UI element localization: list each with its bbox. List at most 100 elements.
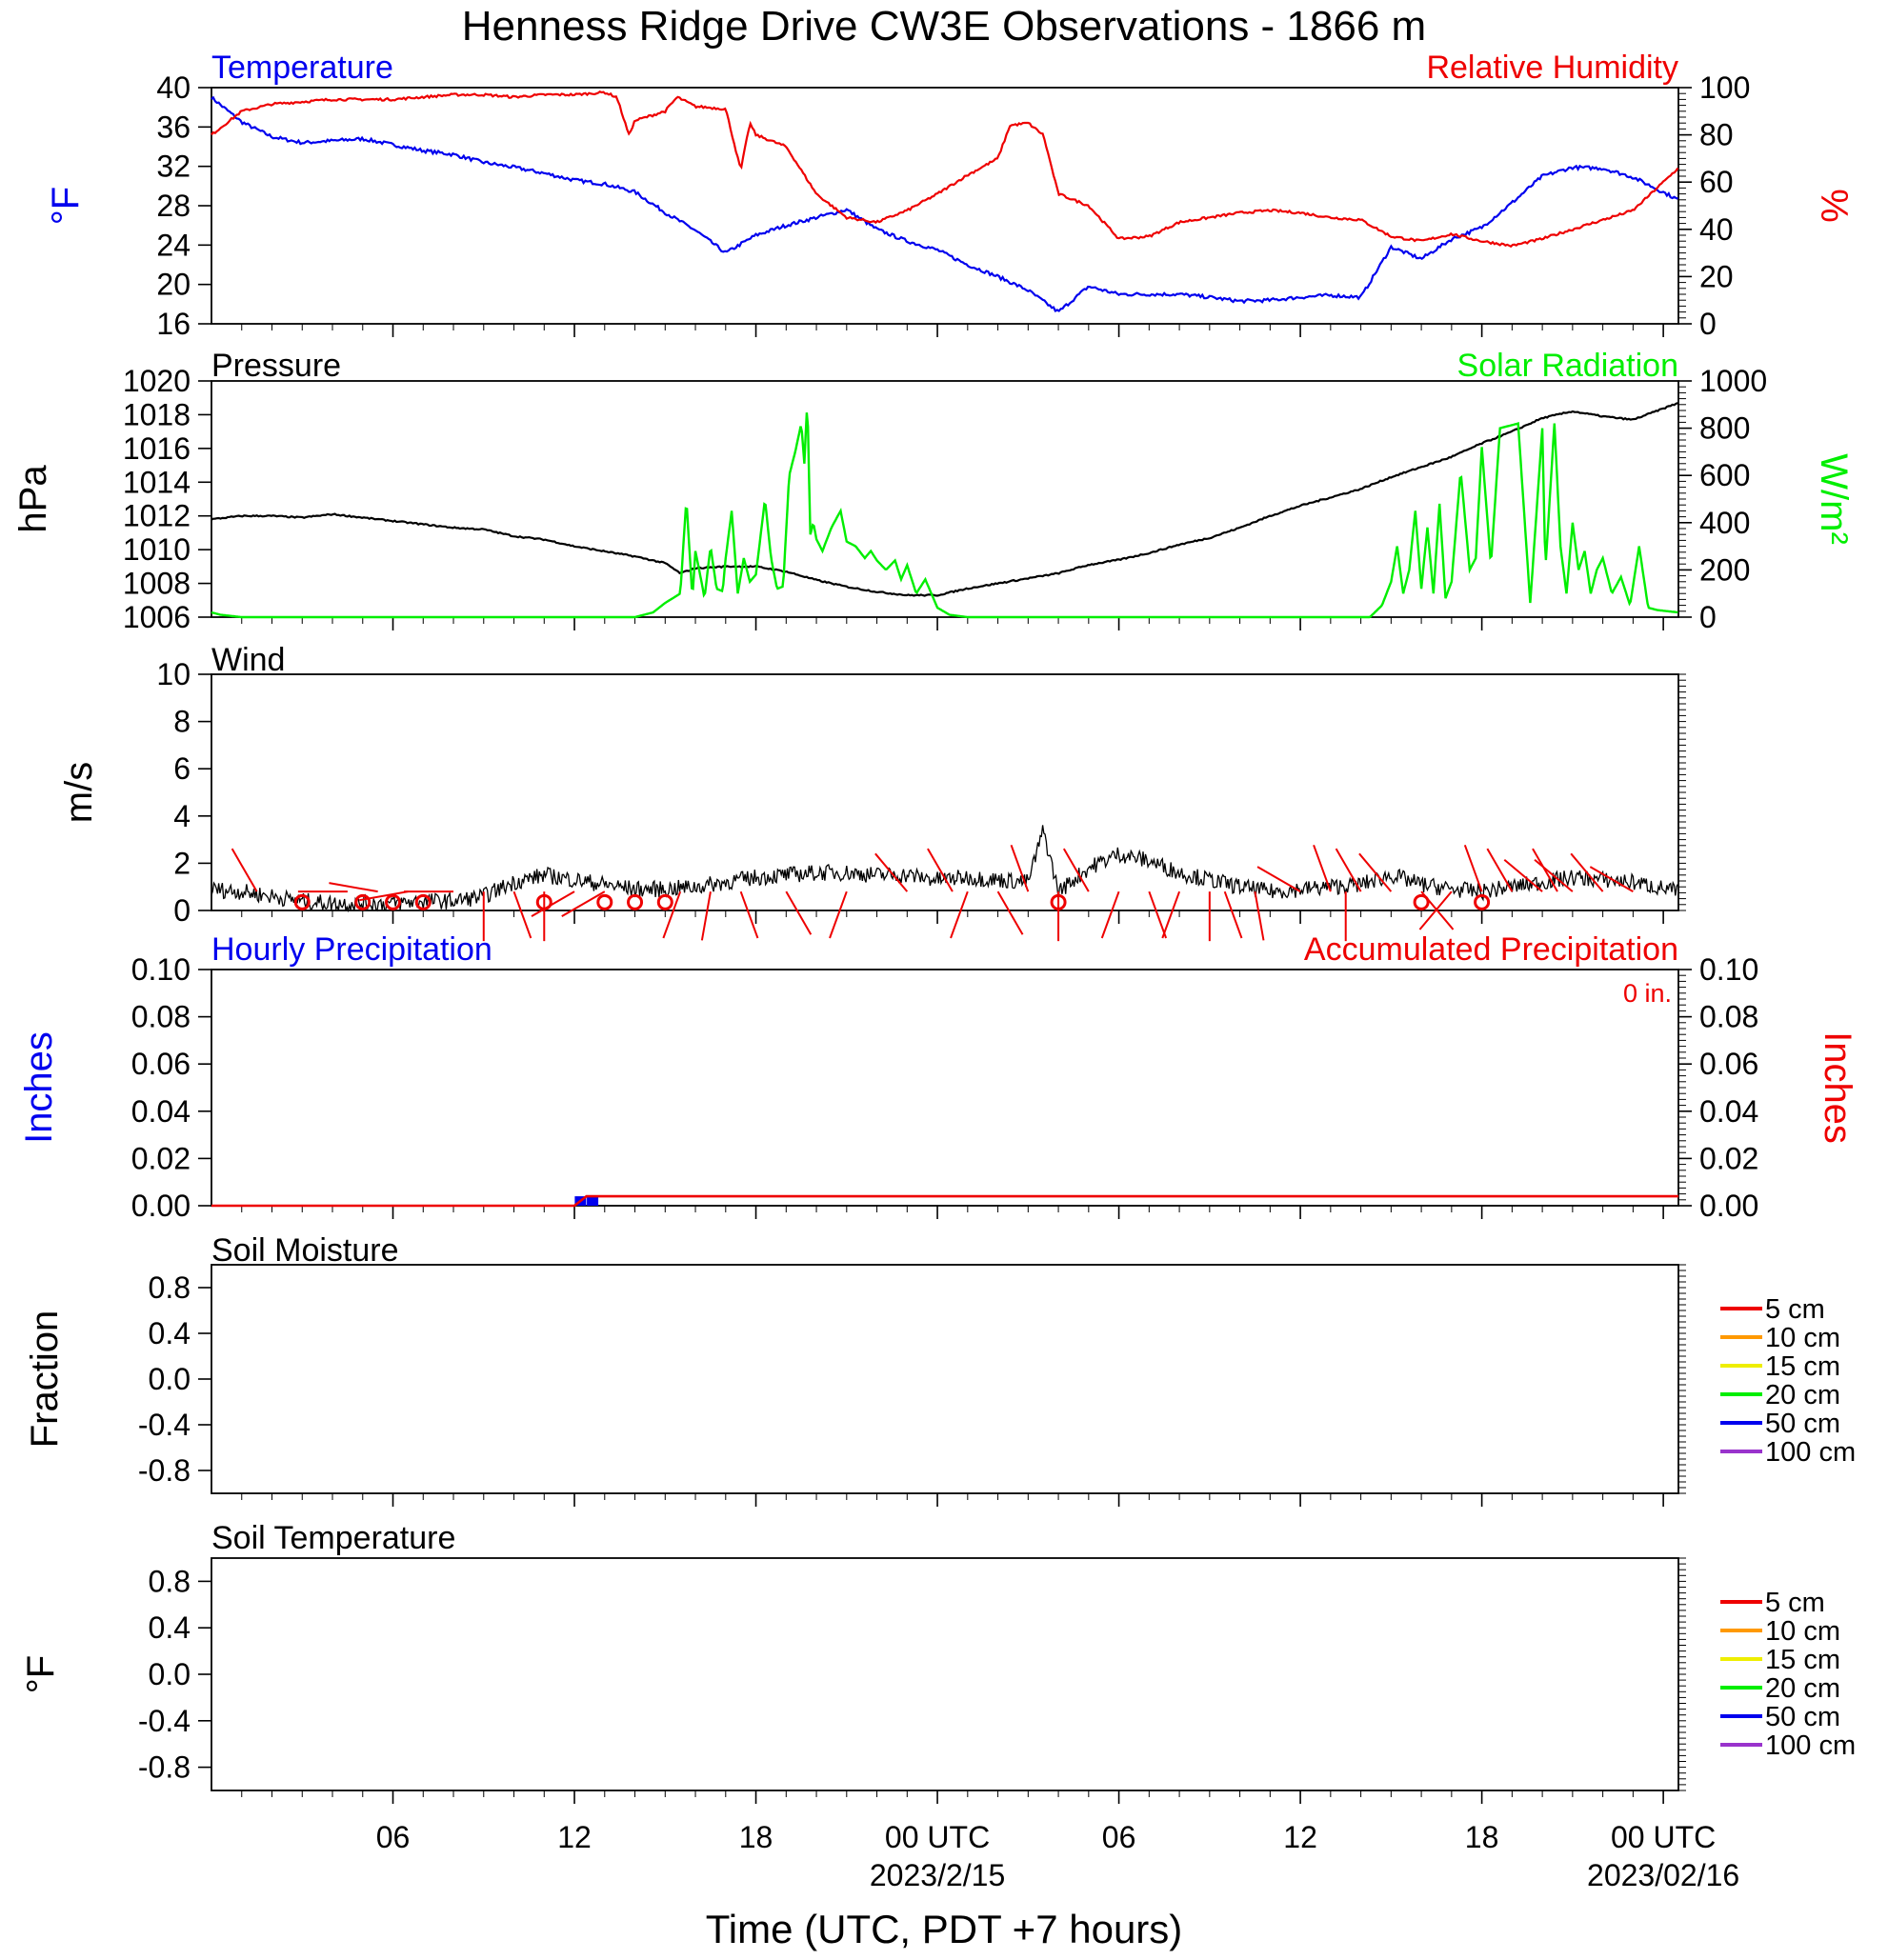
soil-moisture-unit: Fraction [24, 1310, 66, 1449]
calm-wind-marker [596, 893, 613, 910]
wind-panel: Wind m/s 0 2 4 6 8 10 [58, 642, 1686, 942]
wind-direction-barb [1313, 844, 1332, 892]
legend-label: 15 cm [1765, 1351, 1840, 1382]
y-tick-label-right: 600 [1699, 458, 1750, 492]
wind-direction-barb [1358, 852, 1393, 892]
y-tick-label-left: 0.4 [149, 1610, 191, 1645]
y-tick-label-right: 60 [1699, 165, 1734, 199]
solar-title: Solar Radiation [1457, 348, 1678, 384]
wind-direction-barb [1254, 890, 1265, 941]
y-tick-label-left: 1012 [123, 499, 191, 533]
wind-direction-barb [1100, 890, 1120, 939]
wind-direction-barb [1570, 852, 1604, 892]
hourly-precip-bar [587, 1196, 599, 1206]
wind-direction-barb [927, 848, 954, 892]
wind-axis-ticks: 0 2 4 6 8 10 [156, 657, 1686, 928]
y-tick-label-left: 1008 [123, 567, 191, 601]
soil-moisture-panel: Soil Moisture Fraction -0.8 -0.4 0.0 0.4 0.8… [24, 1232, 1856, 1507]
y-tick-label-left: 10 [156, 657, 191, 691]
wind-direction-barb [785, 890, 813, 935]
y-tick-label-left: 0.10 [131, 952, 191, 987]
wind-direction-barb [996, 890, 1024, 935]
soil-temperature-plot-frame [211, 1557, 1679, 1791]
calm-wind-marker [535, 893, 552, 910]
humidity-line [211, 90, 1679, 249]
y-tick-label-right: 0.04 [1699, 1094, 1758, 1129]
x-tick-label: 18 [739, 1820, 773, 1854]
calm-wind-marker [627, 893, 644, 910]
temperature-title: Temperature [211, 50, 393, 86]
soil-temperature-panel: Soil Temperature °F -0.8 -0.4 0.0 0.4 0.8 5 … [20, 1520, 1856, 1804]
wind-direction-barb [561, 890, 606, 918]
precip-total-label: 0 in. [1623, 979, 1672, 1008]
y-tick-label-left: 0.00 [131, 1189, 191, 1223]
x-date-label: 2023/02/16 [1587, 1858, 1739, 1892]
x-tick-label: 00 UTC [885, 1820, 990, 1854]
legend-label: 5 cm [1765, 1294, 1825, 1325]
calm-wind-marker [293, 893, 311, 910]
wind-direction-barb [950, 890, 969, 939]
precipitation-plot-frame [211, 969, 1679, 1207]
wind-direction-barb [1010, 844, 1030, 892]
y-tick-label-right: 0.02 [1699, 1141, 1758, 1175]
y-tick-label-right: 0.10 [1699, 952, 1758, 987]
y-tick-label-left: -0.4 [138, 1704, 191, 1738]
legend-label: 20 cm [1765, 1673, 1840, 1704]
wind-direction-barb [1589, 866, 1634, 893]
soil-moisture-plot-frame [211, 1264, 1679, 1494]
solar-unit: W/m² [1813, 453, 1855, 545]
wind-direction-barb [1486, 848, 1514, 892]
precipitation-axis-ticks: 0.00 0.02 0.04 0.06 0.08 0.10 0.00 0.02 0.04 0.06… [131, 952, 1759, 1223]
wind-direction-barb [512, 890, 532, 939]
precipitation-series-layer [211, 1194, 1678, 1208]
y-tick-label-right: 0.06 [1699, 1047, 1758, 1081]
time-axis: 06 12 18 00 UTC 06 12 18 00 UTC 2023/2/15 2023/02… [376, 1820, 1739, 1892]
time-axis-title: Time (UTC, PDT +7 hours) [706, 1907, 1183, 1951]
wind-direction-barb [700, 890, 712, 941]
accum-precip-title: Accumulated Precipitation [1304, 931, 1678, 968]
calm-wind-marker [354, 893, 372, 910]
y-tick-label-left: 1014 [123, 465, 191, 499]
wind-direction-barb [1256, 866, 1301, 893]
humidity-title: Relative Humidity [1426, 50, 1678, 86]
wind-direction-barb [1161, 890, 1181, 939]
soil-temperature-axis-ticks: -0.8 -0.4 0.0 0.4 0.8 [138, 1557, 1686, 1804]
legend-label: 10 cm [1765, 1323, 1840, 1353]
wind-direction-barb [1463, 844, 1483, 892]
y-tick-label-left: 8 [173, 705, 191, 739]
y-tick-label-left: 0.0 [149, 1362, 191, 1396]
wind-unit: m/s [58, 762, 100, 823]
x-tick-label: 06 [376, 1820, 411, 1854]
legend-label: 5 cm [1765, 1588, 1825, 1618]
calm-wind-marker [1050, 893, 1067, 910]
pressure-series-layer [211, 402, 1678, 619]
legend-label: 20 cm [1765, 1380, 1840, 1410]
x-tick-label: 12 [1283, 1820, 1317, 1854]
soil-moisture-axis-ticks: -0.8 -0.4 0.0 0.4 0.8 [138, 1264, 1686, 1507]
wind-speed-line [211, 825, 1678, 913]
wind-direction-barb [1335, 848, 1362, 892]
x-tick-label: 12 [557, 1820, 592, 1854]
wind-title: Wind [211, 642, 285, 678]
hourly-precip-unit: Inches [18, 1031, 60, 1144]
y-tick-label-left: 1018 [123, 397, 191, 431]
y-tick-label-right: 100 [1699, 70, 1750, 105]
pressure-unit: hPa [12, 465, 54, 533]
y-tick-label-left: 1006 [123, 600, 191, 634]
temperature-plot-frame [211, 87, 1679, 325]
y-tick-label-left: 24 [156, 228, 191, 262]
y-tick-label-left: 36 [156, 110, 191, 144]
hourly-precip-title: Hourly Precipitation [211, 931, 492, 968]
y-tick-label-right: 0.00 [1699, 1189, 1758, 1223]
wind-series-layer [211, 825, 1678, 942]
pressure-title: Pressure [211, 348, 341, 384]
y-tick-label-right: 800 [1699, 411, 1750, 446]
wind-direction-barb [829, 890, 848, 939]
y-tick-label-left: 0.8 [149, 1270, 191, 1305]
temperature-unit: °F [45, 187, 87, 225]
legend-label: 50 cm [1765, 1409, 1840, 1439]
wind-direction-barb [1148, 890, 1168, 939]
